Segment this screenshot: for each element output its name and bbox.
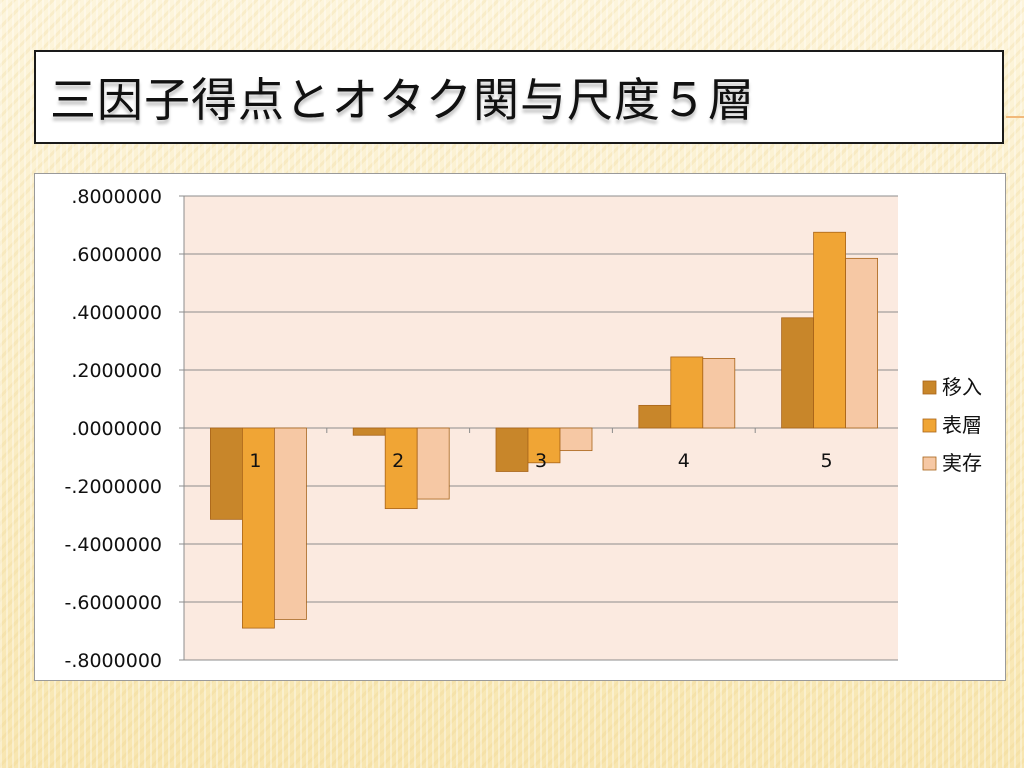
bar-移入-4 (638, 404, 672, 429)
y-tick-label: .0000000 (71, 418, 162, 440)
y-tick-label: -.8000000 (64, 650, 162, 672)
bar-移入-5 (781, 317, 814, 429)
y-tick-label: -.2000000 (64, 476, 162, 498)
bar-移入-2 (352, 427, 386, 436)
x-tick-label: 4 (678, 450, 690, 472)
bar-表層-5 (813, 231, 846, 429)
bar-実存-3 (559, 427, 593, 452)
y-tick-label: .6000000 (71, 244, 162, 266)
bar-表層-3 (527, 427, 561, 464)
bar-実存-2 (416, 427, 450, 500)
legend-swatch (922, 418, 937, 433)
chart-container: .8000000 .6000000 .4000000 .2000000 .0000000… (34, 173, 1006, 681)
bar-chart: .8000000 .6000000 .4000000 .2000000 .0000000… (64, 186, 982, 672)
x-tick-label: 1 (249, 450, 261, 472)
bar-表層-2 (384, 427, 418, 510)
bar-実存-1 (273, 427, 307, 620)
legend-label: 移入 (942, 375, 982, 399)
bar-移入-3 (495, 427, 529, 472)
bar-表層-4 (670, 356, 704, 429)
bar-表層-1 (241, 427, 275, 629)
bar-実存-4 (702, 357, 736, 429)
legend-label: 実存 (942, 451, 982, 475)
legend-swatch (922, 380, 937, 395)
legend-label: 表層 (942, 413, 982, 437)
y-tick-label: .2000000 (71, 360, 162, 382)
bar-移入-1 (209, 427, 243, 520)
y-tick-label: .4000000 (71, 302, 162, 324)
legend-swatch (922, 456, 937, 471)
bar-実存-5 (845, 257, 878, 429)
x-tick-label: 5 (821, 450, 833, 472)
y-tick-label: -.6000000 (64, 592, 162, 614)
x-tick-label: 2 (392, 450, 404, 472)
slide-title: 三因子得点とオタク関与尺度５層 (50, 73, 755, 127)
y-tick-label: .8000000 (71, 186, 162, 208)
title-accent-line (1006, 116, 1024, 118)
y-tick-label: -.4000000 (64, 534, 162, 556)
slide-title-box: 三因子得点とオタク関与尺度５層 (34, 50, 1004, 144)
x-tick-label: 3 (535, 450, 547, 472)
